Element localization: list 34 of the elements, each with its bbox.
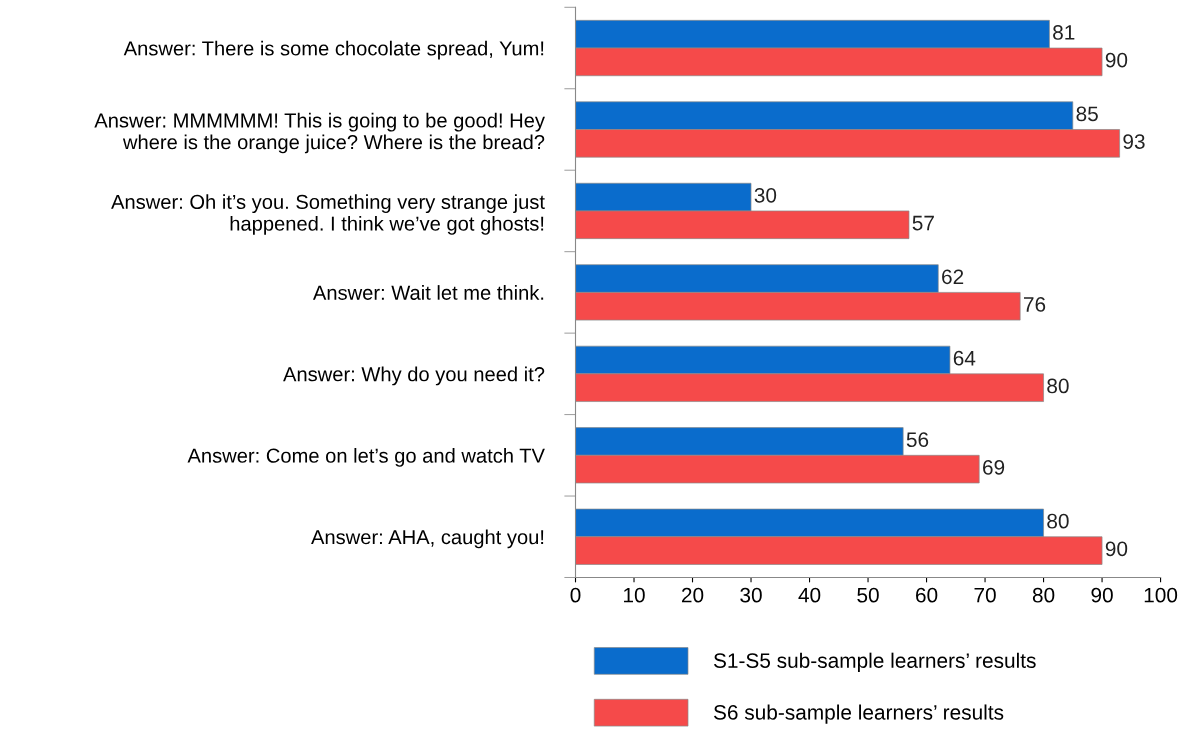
data-label: 30 <box>754 187 777 203</box>
data-label: 85 <box>1076 106 1098 122</box>
data-label: 64 <box>953 350 976 366</box>
x-tick-label: 20 <box>681 587 704 603</box>
x-tick-label: 90 <box>1091 587 1113 603</box>
data-label: 80 <box>1047 378 1069 394</box>
x-tick-label: 80 <box>1032 587 1055 603</box>
x-tick-label: 60 <box>916 587 938 603</box>
x-tick-label: 40 <box>798 587 821 603</box>
data-label: 93 <box>1123 134 1145 149</box>
y-tick-label: Answer: Wait let me think. <box>312 285 544 300</box>
data-label: 57 <box>912 215 934 231</box>
x-tick-label: 0 <box>570 587 581 603</box>
x-tick-label: 10 <box>624 587 645 603</box>
y-tick-label: Answer: Why do you need it? <box>283 366 545 386</box>
x-tick-label: 70 <box>974 587 996 603</box>
legend-label: S1-S5 sub-sample learners’ results <box>713 652 1036 673</box>
y-tick-label: Answer: There is some chocolate spread, Yum! <box>123 40 544 60</box>
data-label: 62 <box>942 269 964 285</box>
data-label: 90 <box>1105 541 1128 557</box>
y-tick-label: Answer: Oh it’s you. Something very strange just happened. I think we’ve got ghosts! <box>111 194 545 235</box>
data-label: 76 <box>1024 297 1046 312</box>
data-label: 81 <box>1053 25 1075 40</box>
y-tick-label: Answer: AHA, caught you! <box>311 529 544 549</box>
data-label: 80 <box>1047 513 1069 529</box>
legend-label: S6 sub-sample learners’ results <box>713 704 1004 724</box>
x-tick-label: 50 <box>857 587 879 603</box>
x-tick-label: 100 <box>1144 587 1178 603</box>
data-label: 56 <box>906 432 929 448</box>
x-tick-label: 30 <box>740 587 762 603</box>
data-label: 69 <box>983 460 1005 475</box>
y-tick-label: Answer: MMMMMM! This is going to be good! Hey where is the orange juice? Where is the bread? <box>94 112 545 154</box>
y-tick-label: Answer: Come on let’s go and watch TV <box>187 448 545 467</box>
data-label: 90 <box>1105 52 1128 68</box>
